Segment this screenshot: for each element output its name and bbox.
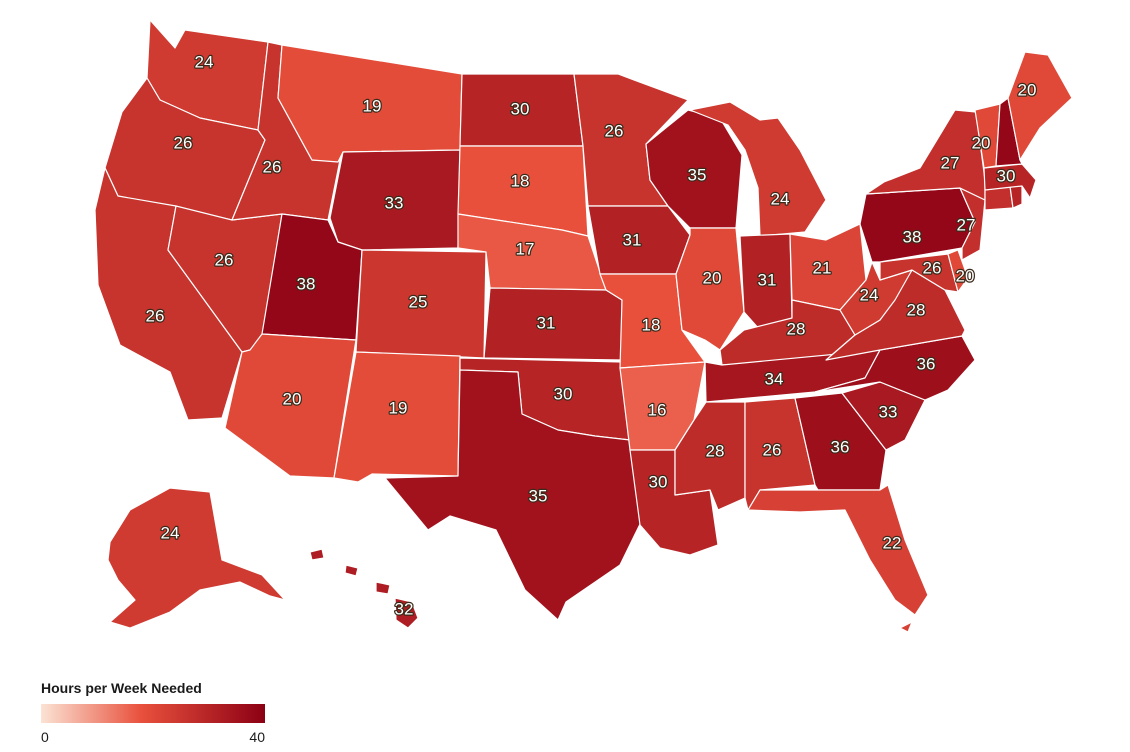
legend-title: Hours per Week Needed [41, 680, 202, 696]
value-label-wa: 24 [195, 53, 214, 72]
value-label-wv: 24 [860, 286, 879, 305]
value-label-id: 26 [263, 158, 282, 177]
value-label-oh: 21 [813, 259, 832, 278]
state-sc[interactable] [841, 381, 926, 451]
state-hi-oahu[interactable] [344, 564, 359, 577]
state-ca[interactable] [94, 167, 243, 421]
value-label-mi: 24 [771, 190, 790, 209]
value-label-ri: 30 [997, 167, 1016, 186]
value-label-ar: 16 [648, 401, 667, 420]
state-tx[interactable] [384, 369, 643, 621]
value-label-nj: 27 [957, 216, 976, 235]
legend-gradient-bar [41, 704, 265, 723]
value-label-tx: 35 [529, 487, 548, 506]
value-label-ms: 28 [706, 442, 725, 461]
value-label-wy: 33 [385, 194, 404, 213]
value-label-tn: 34 [765, 370, 784, 389]
value-label-ga: 36 [831, 438, 850, 457]
state-ny[interactable] [865, 109, 986, 201]
value-label-ny: 27 [941, 154, 960, 173]
value-label-mo: 18 [642, 316, 661, 335]
state-fl-keys[interactable] [899, 621, 913, 633]
state-hi-kauai[interactable] [309, 548, 325, 561]
value-label-sd: 18 [511, 172, 530, 191]
value-label-va: 28 [907, 301, 926, 320]
value-label-az: 20 [283, 390, 302, 409]
value-label-de: 20 [956, 267, 975, 286]
states-layer [94, 19, 1073, 633]
value-label-il: 20 [703, 269, 722, 288]
value-label-nm: 19 [389, 399, 408, 418]
value-label-md: 26 [923, 259, 942, 278]
state-hi[interactable] [394, 597, 419, 629]
value-label-nv: 26 [215, 251, 234, 270]
value-label-hi: 32 [395, 600, 414, 619]
state-fl[interactable] [747, 484, 929, 616]
color-legend: Hours per Week Needed 0 40 [41, 680, 271, 745]
value-label-ne: 17 [516, 240, 535, 259]
value-label-nd: 30 [511, 100, 530, 119]
value-label-in: 31 [758, 271, 777, 290]
state-az[interactable] [224, 333, 357, 479]
us-choropleth-map: 24 26 26 26 26 19 33 38 20 19 25 30 18 17 31 30 35 26 31 18… [94, 19, 1073, 633]
state-ak[interactable] [107, 487, 286, 629]
state-me[interactable] [1007, 51, 1073, 161]
state-hi-maui[interactable] [375, 581, 391, 595]
value-label-ut: 38 [297, 275, 316, 294]
value-label-ks: 31 [537, 314, 556, 333]
value-label-nc: 36 [917, 355, 936, 374]
value-label-wi: 35 [688, 166, 707, 185]
value-label-or: 26 [174, 134, 193, 153]
value-label-sc: 33 [879, 403, 898, 422]
state-value-labels: 24 26 26 26 26 19 33 38 20 19 25 30 18 17 31 30 35 26 31 18… [144, 51, 1037, 619]
value-label-ca: 26 [146, 307, 165, 326]
value-label-vt: 20 [972, 134, 991, 153]
legend-max-label: 40 [249, 729, 265, 745]
value-label-ky: 28 [787, 320, 806, 339]
value-label-mt: 19 [363, 97, 382, 116]
legend-min-label: 0 [41, 729, 49, 745]
value-label-ok: 30 [554, 385, 573, 404]
value-label-mn: 26 [605, 122, 624, 141]
state-nc[interactable] [814, 335, 976, 401]
value-label-pa: 38 [903, 228, 922, 247]
legend-ticks: 0 40 [41, 729, 265, 745]
value-label-fl: 22 [883, 534, 902, 553]
value-label-ia: 31 [623, 231, 642, 250]
value-label-la: 30 [649, 473, 668, 492]
value-label-me: 20 [1018, 81, 1037, 100]
state-de[interactable] [947, 249, 969, 293]
state-mi[interactable] [689, 101, 827, 237]
value-label-ak: 24 [161, 524, 180, 543]
value-label-co: 25 [409, 293, 428, 312]
state-nm[interactable] [333, 351, 461, 483]
state-nh[interactable] [995, 97, 1023, 167]
state-il[interactable] [675, 227, 745, 351]
value-label-al: 26 [763, 441, 782, 460]
